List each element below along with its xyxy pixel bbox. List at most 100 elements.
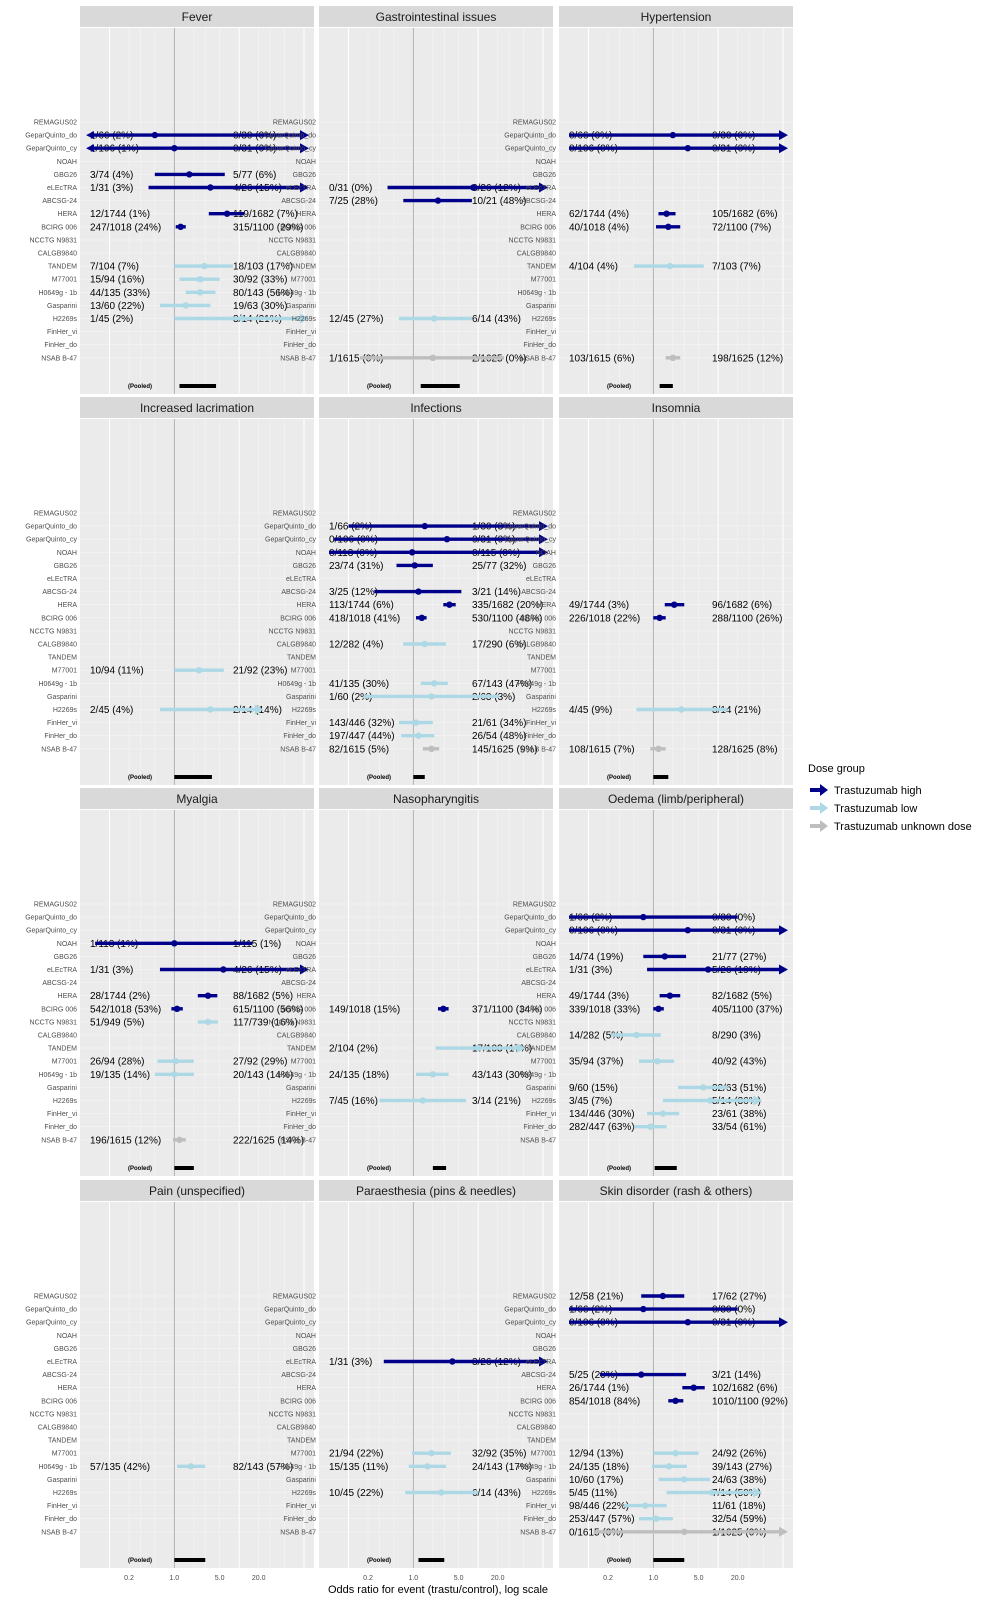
study-label: NOAH <box>57 941 77 948</box>
point-estimate <box>647 1123 654 1130</box>
count-trastuzumab: 10/21 (48%) <box>472 196 526 207</box>
study-label: HERA <box>537 211 557 218</box>
point-estimate <box>449 1358 456 1365</box>
panel-strip <box>80 788 314 809</box>
point-estimate <box>177 223 184 230</box>
point-estimate <box>659 1110 667 1117</box>
count-trastuzumab: 11/61 (18%) <box>712 1501 766 1512</box>
point-estimate <box>704 966 712 973</box>
study-label: REMAGUS02 <box>513 902 556 909</box>
count-trastuzumab: 80/143 (56%) <box>233 288 293 299</box>
study-label: eLEcTRA <box>526 967 556 974</box>
count-control: 14/74 (19%) <box>569 952 623 963</box>
study-row: 339/1018 (33%) 405/1100 (37%) <box>569 1004 782 1015</box>
count-control: 26/94 (28%) <box>90 1057 144 1068</box>
panel-insomnia: Insomnia REMAGUS02 GeparQuinto_do GeparQuin… <box>504 397 793 785</box>
count-trastuzumab: 7/103 (7%) <box>712 262 761 273</box>
study-label: GeparQuinto_cy <box>265 928 316 935</box>
study-label: ABCSG-24 <box>281 198 316 205</box>
study-row: 10/94 (11%) 21/92 (23%) <box>90 666 287 677</box>
count-control: 7/104 (7%) <box>90 262 139 273</box>
study-row: 12/94 (13%) 24/92 (26%) <box>569 1449 766 1460</box>
study-label: HERA <box>297 1385 317 1392</box>
study-label: NCCTG N9831 <box>269 1411 317 1418</box>
panel-title: Increased lacrimation <box>140 401 254 415</box>
study-label: HERA <box>58 602 78 609</box>
point-estimate <box>440 1005 447 1012</box>
count-control: 4/45 (9%) <box>569 705 612 716</box>
study-label: CALGB9840 <box>277 1033 316 1040</box>
study-label: H2269s <box>292 1098 317 1105</box>
count-trastuzumab: 32/54 (59%) <box>712 1514 766 1525</box>
study-label: M77001 <box>291 1451 316 1458</box>
count-trastuzumab: 1010/1100 (92%) <box>712 1396 788 1407</box>
pooled-label: (Pooled) <box>607 1558 631 1564</box>
count-control: 854/1018 (84%) <box>569 1396 640 1407</box>
study-label: BCIRG 006 <box>520 1398 556 1405</box>
panel-title: Pain (unspecified) <box>149 1184 245 1198</box>
panel-strip <box>559 788 793 809</box>
count-trastuzumab: 21/61 (34%) <box>472 718 526 729</box>
count-control: 134/446 (30%) <box>569 1109 635 1120</box>
point-estimate <box>706 1097 714 1104</box>
point-estimate <box>655 745 662 752</box>
point-estimate <box>196 276 204 283</box>
study-label: BCIRG 006 <box>280 224 316 231</box>
point-estimate <box>431 315 438 322</box>
study-label: TANDEM <box>287 1046 316 1053</box>
study-row: 282/447 (63%) 33/54 (61%) <box>569 1122 766 1133</box>
study-label: M77001 <box>52 1451 77 1458</box>
study-label: GeparQuinto_do <box>264 524 316 531</box>
study-row: 12/58 (21%) 17/62 (27%) <box>569 1292 766 1303</box>
study-label: HERA <box>58 1385 78 1392</box>
ci-arrow-right <box>779 143 788 154</box>
legend-key-arrow <box>820 820 828 832</box>
study-row: 0/113 (0%)0/115 (0%) <box>329 547 548 559</box>
count-control: 21/94 (22%) <box>329 1449 383 1460</box>
study-label: CALGB9840 <box>38 1425 77 1432</box>
x-tick-label: 20.0 <box>731 1575 745 1582</box>
count-control: 1/45 (2%) <box>90 314 133 325</box>
count-control: 49/1744 (3%) <box>569 991 629 1002</box>
study-row: 149/1018 (15%) 371/1100 (34%) <box>329 1004 542 1015</box>
panel-strip <box>319 6 553 27</box>
count-trastuzumab: 32/63 (51%) <box>712 1083 766 1094</box>
ci-arrow-left <box>86 131 94 140</box>
study-label: GeparQuinto_cy <box>505 928 556 935</box>
count-trastuzumab: 21/92 (23%) <box>233 666 287 677</box>
study-label: ABCSG-24 <box>42 589 77 596</box>
count-trastuzumab: 24/143 (17%) <box>472 1462 532 1473</box>
count-trastuzumab: 371/1100 (34%) <box>472 1004 542 1015</box>
count-control: 41/135 (30%) <box>329 679 389 690</box>
ci-arrow-right <box>779 964 788 975</box>
study-row: 5/25 (20%) 3/21 (14%) <box>569 1370 761 1381</box>
study-row: 10/60 (17%) 24/63 (38%) <box>569 1475 766 1486</box>
count-control: 7/25 (28%) <box>329 196 378 207</box>
panel-strip <box>80 6 314 27</box>
study-row: 113/1744 (6%) 335/1682 (20%) <box>329 600 543 611</box>
x-tick-label: 0.2 <box>363 1575 373 1582</box>
study-label: H2269s <box>292 316 317 323</box>
study-label: NSAB B-47 <box>520 1529 556 1536</box>
study-label: NCCTG N9831 <box>269 237 317 244</box>
study-row: 1/31 (3%)5/26 (19%) <box>569 964 788 976</box>
panel-title: Insomnia <box>652 401 701 415</box>
study-row: 19/135 (14%) 20/143 (14%) <box>90 1070 293 1081</box>
study-label: FinHer_vi <box>526 1111 556 1118</box>
study-label: CALGB9840 <box>277 251 316 258</box>
study-label: NOAH <box>536 941 556 948</box>
study-label: Gasparini <box>286 694 316 701</box>
study-row: 41/135 (30%) 67/143 (47%) <box>329 679 532 690</box>
study-label: GeparQuinto_do <box>264 915 316 922</box>
study-label: eLEcTRA <box>526 576 556 583</box>
study-label: M77001 <box>291 668 316 675</box>
count-trastuzumab: 43/143 (30%) <box>472 1070 532 1081</box>
study-label: eLEcTRA <box>286 1359 316 1366</box>
study-label: GBG26 <box>54 1346 77 1353</box>
legend-key-arrow <box>820 784 828 796</box>
study-label: NSAB B-47 <box>280 746 316 753</box>
count-control: 24/135 (18%) <box>329 1070 389 1081</box>
study-label: FinHer_vi <box>286 720 316 727</box>
count-trastuzumab: 315/1100 (29%) <box>233 222 303 233</box>
ci-arrow-right <box>516 1043 526 1054</box>
